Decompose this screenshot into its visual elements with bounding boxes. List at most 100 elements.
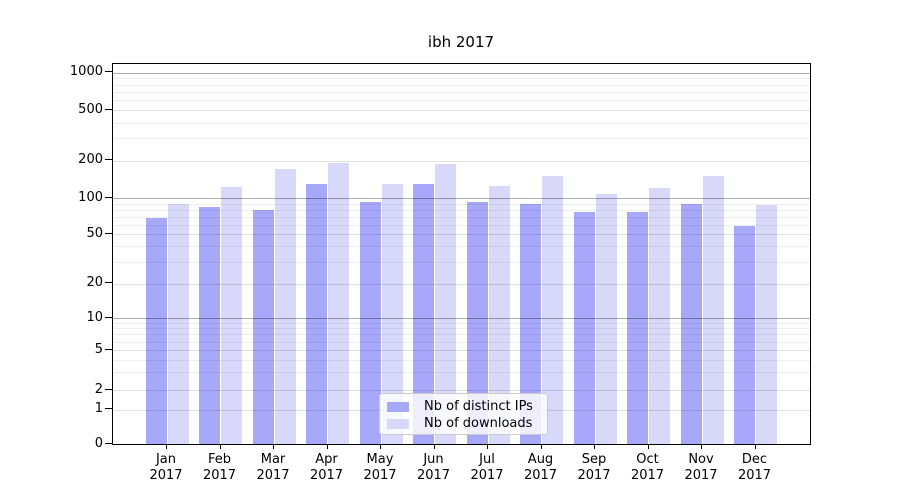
gridline-labeled <box>113 110 810 112</box>
year-label: 2017 <box>737 467 772 483</box>
gridline-minor <box>113 209 810 211</box>
x-tick-label-aug: Aug 2017 <box>514 452 568 483</box>
bar-downloads-oct <box>649 187 670 444</box>
gridline-minor <box>113 372 810 374</box>
y-tick-label-100: 100 <box>78 189 103 205</box>
gridline-major <box>113 198 810 199</box>
bar-distinct-ips-mar <box>252 209 274 444</box>
x-tick-mark <box>326 444 328 449</box>
y-tick-label-5: 5 <box>94 341 103 357</box>
x-tick-label-nov: Nov 2017 <box>674 452 728 483</box>
year-label: 2017 <box>309 467 344 483</box>
bar-downloads-jan <box>167 204 189 444</box>
x-tick-label-jun: Jun 2017 <box>407 452 461 483</box>
year-label: 2017 <box>630 467 665 483</box>
gridline-labeled <box>113 234 810 236</box>
y-tick-label-500: 500 <box>78 101 103 117</box>
gridline-labeled <box>113 350 810 351</box>
x-tick-mark <box>219 444 221 449</box>
y-tick-label-1: 1 <box>94 401 103 416</box>
month-label: Oct <box>636 452 659 467</box>
year-label: 2017 <box>363 467 397 483</box>
y-tick-label-10: 10 <box>86 309 103 325</box>
bar-distinct-ips-sep <box>573 212 595 444</box>
y-tick-mark <box>105 71 112 72</box>
month-label: Jul <box>479 452 495 467</box>
year-label: 2017 <box>256 467 290 483</box>
x-tick-label-oct: Oct 2017 <box>621 452 675 483</box>
y-tick-mark <box>105 443 112 444</box>
bar-downloads-may <box>381 183 403 444</box>
month-label: Apr <box>315 452 338 467</box>
legend: Nb of distinct IPs Nb of downloads <box>379 393 548 435</box>
y-tick-label-50: 50 <box>86 225 103 241</box>
legend-swatch-distinct-ips <box>387 401 409 412</box>
bar-distinct-ips-may <box>359 201 381 444</box>
bar-distinct-ips-jun <box>413 184 434 444</box>
x-tick-label-feb: Feb 2017 <box>193 452 247 483</box>
gridline-minor <box>113 334 810 336</box>
year-label: 2017 <box>577 467 611 483</box>
year-label: 2017 <box>416 467 451 483</box>
y-tick-label-200: 200 <box>78 152 103 168</box>
x-tick-label-jan: Jan 2017 <box>139 452 193 483</box>
bar-distinct-ips-apr <box>306 183 327 444</box>
bar-distinct-ips-nov <box>680 204 702 444</box>
gridline-major <box>113 318 810 319</box>
year-label: 2017 <box>149 467 183 483</box>
bar-downloads-sep <box>595 193 617 444</box>
legend-label-downloads: Nb of downloads <box>424 416 533 431</box>
legend-swatch-downloads <box>387 418 409 429</box>
year-label: 2017 <box>202 467 237 483</box>
bar-downloads-mar <box>274 169 296 444</box>
x-tick-mark <box>540 444 542 449</box>
x-tick-mark <box>273 444 274 449</box>
gridline-minor <box>113 261 810 263</box>
bar-downloads-feb <box>221 187 242 444</box>
gridline-minor <box>113 216 810 218</box>
gridline-minor <box>113 328 810 330</box>
gridline-minor <box>113 122 810 124</box>
y-tick-mark <box>105 159 112 161</box>
gridline-minor <box>113 359 810 361</box>
y-tick-mark <box>105 232 112 234</box>
year-label: 2017 <box>470 467 504 483</box>
bar-distinct-ips-dec <box>734 225 755 444</box>
y-tick-mark <box>105 108 112 110</box>
gridline-minor <box>113 84 810 86</box>
bar-distinct-ips-oct <box>627 212 648 444</box>
x-tick-label-mar: Mar 2017 <box>246 452 300 483</box>
bar-downloads-nov <box>702 176 724 444</box>
x-tick-mark <box>380 444 381 449</box>
gridline-labeled <box>113 160 810 162</box>
gridline-minor <box>113 92 810 93</box>
x-tick-mark <box>647 444 649 449</box>
y-tick-label-20: 20 <box>86 275 103 290</box>
month-label: Feb <box>207 452 232 467</box>
legend-item-downloads: Nb of downloads <box>387 415 547 432</box>
x-tick-mark <box>433 444 435 449</box>
chart-title: ibh 2017 <box>427 33 495 51</box>
gridline-minor <box>113 100 810 102</box>
month-label: May <box>366 452 394 467</box>
x-tick-mark <box>754 444 756 449</box>
legend-item-distinct-ips: Nb of distinct IPs <box>387 398 547 415</box>
bars-layer <box>113 64 810 444</box>
gridline-minor <box>113 322 810 324</box>
x-tick-mark <box>594 444 595 449</box>
month-label: Mar <box>260 452 286 467</box>
y-tick-mark <box>105 282 112 283</box>
gridline-major <box>113 72 810 74</box>
month-label: Sep <box>581 452 607 467</box>
y-tick-mark <box>105 388 112 390</box>
gridline-minor <box>113 203 810 205</box>
x-tick-label-sep: Sep 2017 <box>567 452 621 483</box>
bar-distinct-ips-feb <box>199 206 220 444</box>
month-label: Nov <box>688 452 714 467</box>
x-tick-label-jul: Jul 2017 <box>460 452 514 483</box>
month-label: Dec <box>741 452 768 467</box>
x-tick-label-may: May 2017 <box>353 452 407 483</box>
